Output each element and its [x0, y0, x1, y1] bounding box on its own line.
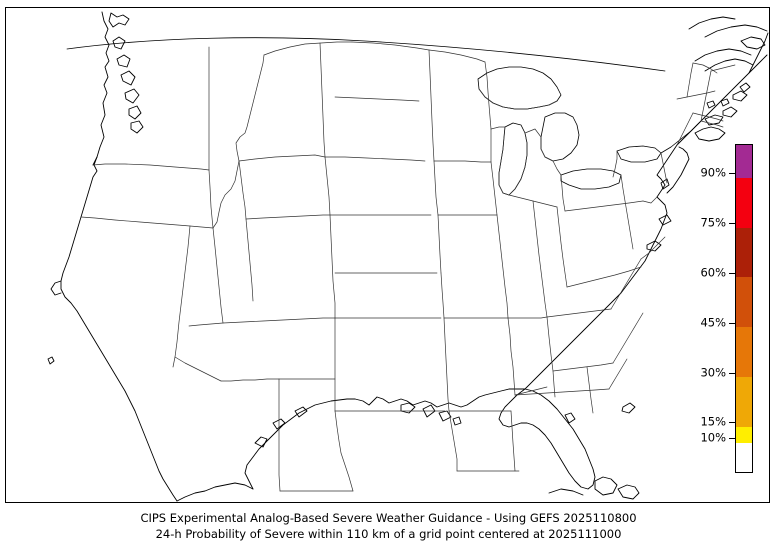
- colorbar-tick-45: [729, 323, 735, 324]
- colorbar-label-30: 30%: [700, 365, 726, 380]
- colorbar-label-10: 10%: [700, 430, 726, 445]
- colorbar-label-75: 75%: [700, 215, 726, 230]
- colorbar-band-75: [736, 227, 752, 278]
- caption-line-2: 24-h Probability of Severe within 110 km…: [155, 527, 622, 541]
- colorbar-label-90: 90%: [700, 165, 726, 180]
- colorbar-band-30: [736, 376, 752, 427]
- colorbar-label-45: 45%: [700, 315, 726, 330]
- colorbar-bands: [735, 144, 753, 473]
- colorbar-band-15: [736, 426, 752, 443]
- colorbar-label-15: 15%: [700, 414, 726, 429]
- colorbar-band-90: [736, 178, 752, 228]
- colorbar-band-60: [736, 277, 752, 328]
- map-geography: [47, 11, 769, 502]
- colorbar-tick-60: [729, 273, 735, 274]
- figure-caption: CIPS Experimental Analog-Based Severe We…: [0, 510, 777, 542]
- colorbar-tick-90: [729, 173, 735, 174]
- caption-line-1: CIPS Experimental Analog-Based Severe We…: [140, 511, 637, 525]
- colorbar-tick-10: [729, 438, 735, 439]
- colorbar-label-60: 60%: [700, 265, 726, 280]
- colorbar-tick-30: [729, 373, 735, 374]
- colorbar-tick-75: [729, 223, 735, 224]
- map-panel[interactable]: [5, 7, 770, 503]
- colorbar-band-10: [736, 442, 752, 472]
- colorbar[interactable]: 90% 75% 60% 45% 30% 15% 10%: [700, 144, 753, 473]
- colorbar-tick-15: [729, 422, 735, 423]
- colorbar-band-100: [736, 145, 752, 179]
- colorbar-band-45: [736, 327, 752, 377]
